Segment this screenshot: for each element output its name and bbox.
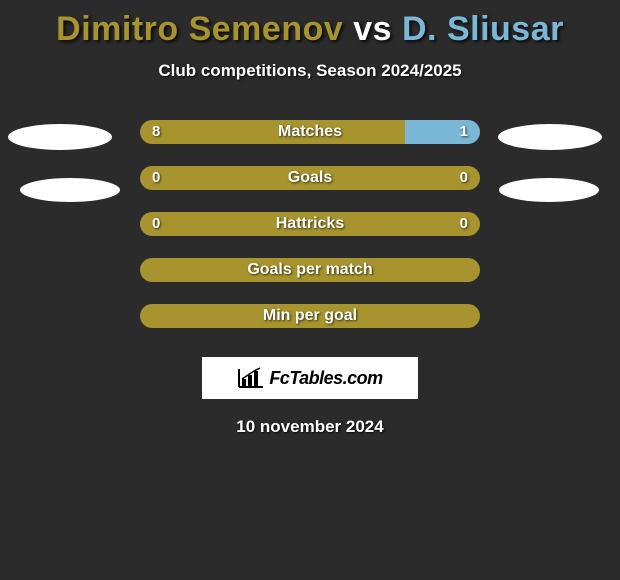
stat-bar: Min per goal	[140, 304, 480, 328]
fctables-logo: FcTables.com	[237, 367, 382, 389]
stat-bar-left-segment	[140, 120, 405, 144]
stat-bar: Goals00	[140, 166, 480, 190]
vs-text: vs	[353, 10, 392, 48]
stat-bar: Matches81	[140, 120, 480, 144]
comparison-title: Dimitro Semenov vs D. Sliusar	[0, 0, 620, 49]
decorative-ellipse	[8, 124, 112, 150]
stat-row: Hattricks00	[0, 201, 620, 247]
player1-name: Dimitro Semenov	[56, 10, 343, 48]
stat-bar: Goals per match	[140, 258, 480, 282]
stat-row: Goals per match	[0, 247, 620, 293]
stat-bar: Hattricks00	[140, 212, 480, 236]
date-line: 10 november 2024	[0, 417, 620, 437]
stat-bar-left-segment	[140, 212, 480, 236]
stat-bar-right-segment	[405, 120, 480, 144]
decorative-ellipse	[498, 124, 602, 150]
bar-chart-icon	[237, 367, 265, 389]
decorative-ellipse	[499, 178, 599, 202]
fctables-text: FcTables.com	[269, 368, 382, 389]
stat-row: Min per goal	[0, 293, 620, 339]
stat-bar-left-segment	[140, 304, 480, 328]
player2-name: D. Sliusar	[402, 10, 564, 48]
fctables-logo-box: FcTables.com	[202, 357, 418, 399]
stat-bar-left-segment	[140, 258, 480, 282]
stat-bar-left-segment	[140, 166, 480, 190]
decorative-ellipse	[20, 178, 120, 202]
subtitle: Club competitions, Season 2024/2025	[0, 61, 620, 81]
